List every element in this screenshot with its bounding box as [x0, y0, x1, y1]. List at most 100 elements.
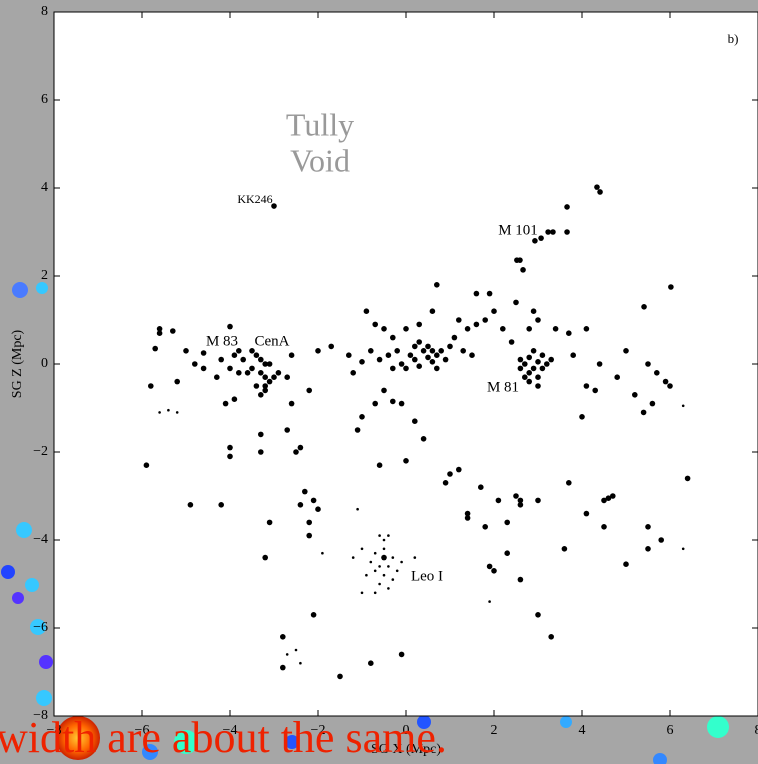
galaxy-point: [390, 398, 396, 405]
galaxy-point: [508, 339, 515, 345]
galaxy-point: [266, 519, 273, 526]
galaxy-point: [294, 648, 298, 652]
blob: [285, 735, 299, 749]
galaxy-point: [368, 348, 374, 354]
galaxy-point: [403, 365, 409, 372]
galaxy-point: [566, 330, 572, 337]
galaxy-point: [570, 352, 576, 359]
galaxy-point: [517, 356, 524, 363]
galaxy-point: [539, 365, 546, 372]
blob: [25, 578, 39, 592]
galaxy-point: [387, 587, 390, 590]
galaxy-point: [583, 510, 590, 517]
galaxy-point: [594, 184, 600, 190]
blob: [142, 744, 158, 760]
galaxy-point: [548, 356, 554, 363]
galaxy-point: [167, 408, 170, 412]
galaxy-point: [456, 466, 462, 473]
galaxy-point: [390, 365, 396, 372]
galaxy-point: [258, 370, 264, 376]
galaxy-point: [434, 365, 440, 372]
annotation: Void: [290, 142, 350, 178]
y-tick-label: 6: [41, 92, 48, 107]
blob: [560, 716, 572, 728]
x-tick-label: 0: [403, 723, 410, 738]
x-tick-label: −2: [311, 723, 326, 738]
galaxy-point: [240, 356, 246, 363]
galaxy-point: [645, 546, 651, 552]
galaxy-point: [236, 348, 242, 354]
galaxy-point: [187, 502, 194, 508]
galaxy-point: [391, 556, 395, 559]
background-blobs: [1, 282, 729, 764]
galaxy-point: [372, 400, 379, 407]
galaxy-point: [486, 290, 493, 297]
galaxy-point: [293, 449, 299, 455]
galaxy-point: [552, 326, 559, 332]
galaxy-point: [387, 534, 390, 537]
galaxy-point: [398, 400, 405, 407]
galaxy-point: [495, 497, 502, 504]
galaxy-point: [649, 400, 656, 407]
galaxy-point: [394, 348, 401, 354]
galaxy-point: [530, 348, 537, 354]
galaxy-point: [464, 326, 471, 332]
galaxy-point: [482, 524, 489, 530]
galaxy-point: [517, 502, 524, 508]
galaxy-point: [266, 378, 273, 385]
galaxy-point: [464, 515, 471, 521]
galaxy-point: [513, 299, 519, 306]
annotation: CenA: [255, 333, 290, 349]
galaxy-point: [382, 573, 386, 577]
galaxy-point: [359, 359, 365, 365]
galaxy-point: [310, 497, 317, 504]
galaxy-point: [299, 661, 302, 665]
galaxy-point: [356, 507, 359, 511]
blob: [1, 565, 15, 579]
galaxy-point: [227, 323, 233, 330]
annotation: M 101: [498, 222, 538, 238]
galaxy-point: [545, 229, 551, 235]
galaxy-point: [539, 352, 546, 359]
galaxy-point: [271, 374, 277, 381]
galaxy-point: [373, 551, 377, 555]
galaxy-point: [192, 361, 198, 367]
galaxy-point: [416, 339, 423, 345]
galaxy-point: [403, 458, 409, 464]
galaxy-point: [641, 304, 647, 310]
galaxy-point: [378, 534, 381, 537]
galaxy-point: [328, 343, 335, 350]
galaxy-point: [526, 326, 532, 332]
galaxy-point: [464, 510, 471, 517]
galaxy-point: [143, 462, 150, 469]
galaxy-point: [280, 664, 286, 671]
x-tick-label: −6: [135, 723, 150, 738]
x-tick-label: 6: [667, 723, 674, 738]
galaxy-point: [601, 524, 607, 530]
galaxy-point: [538, 235, 544, 241]
galaxy-point: [253, 352, 260, 359]
galaxy-point: [517, 257, 523, 263]
galaxy-point: [376, 462, 383, 469]
galaxy-point: [315, 348, 321, 354]
galaxy-point: [416, 321, 423, 328]
galaxy-point: [447, 471, 453, 477]
galaxy-point: [681, 547, 685, 551]
galaxy-point: [412, 418, 418, 425]
galaxy-point: [535, 359, 541, 365]
galaxy-point: [218, 502, 224, 508]
galaxy-point: [156, 330, 163, 337]
galaxy-point: [288, 400, 295, 407]
galaxy-point: [517, 497, 524, 504]
galaxy-point: [491, 308, 497, 315]
galaxy-point: [174, 378, 180, 385]
galaxy-point: [473, 290, 480, 297]
blob: [16, 522, 32, 538]
galaxy-point: [227, 444, 233, 451]
galaxy-point: [535, 317, 541, 323]
galaxy-point: [381, 326, 387, 332]
galaxy-point: [526, 370, 532, 376]
galaxy-point: [451, 334, 458, 341]
galaxy-point: [369, 560, 373, 564]
